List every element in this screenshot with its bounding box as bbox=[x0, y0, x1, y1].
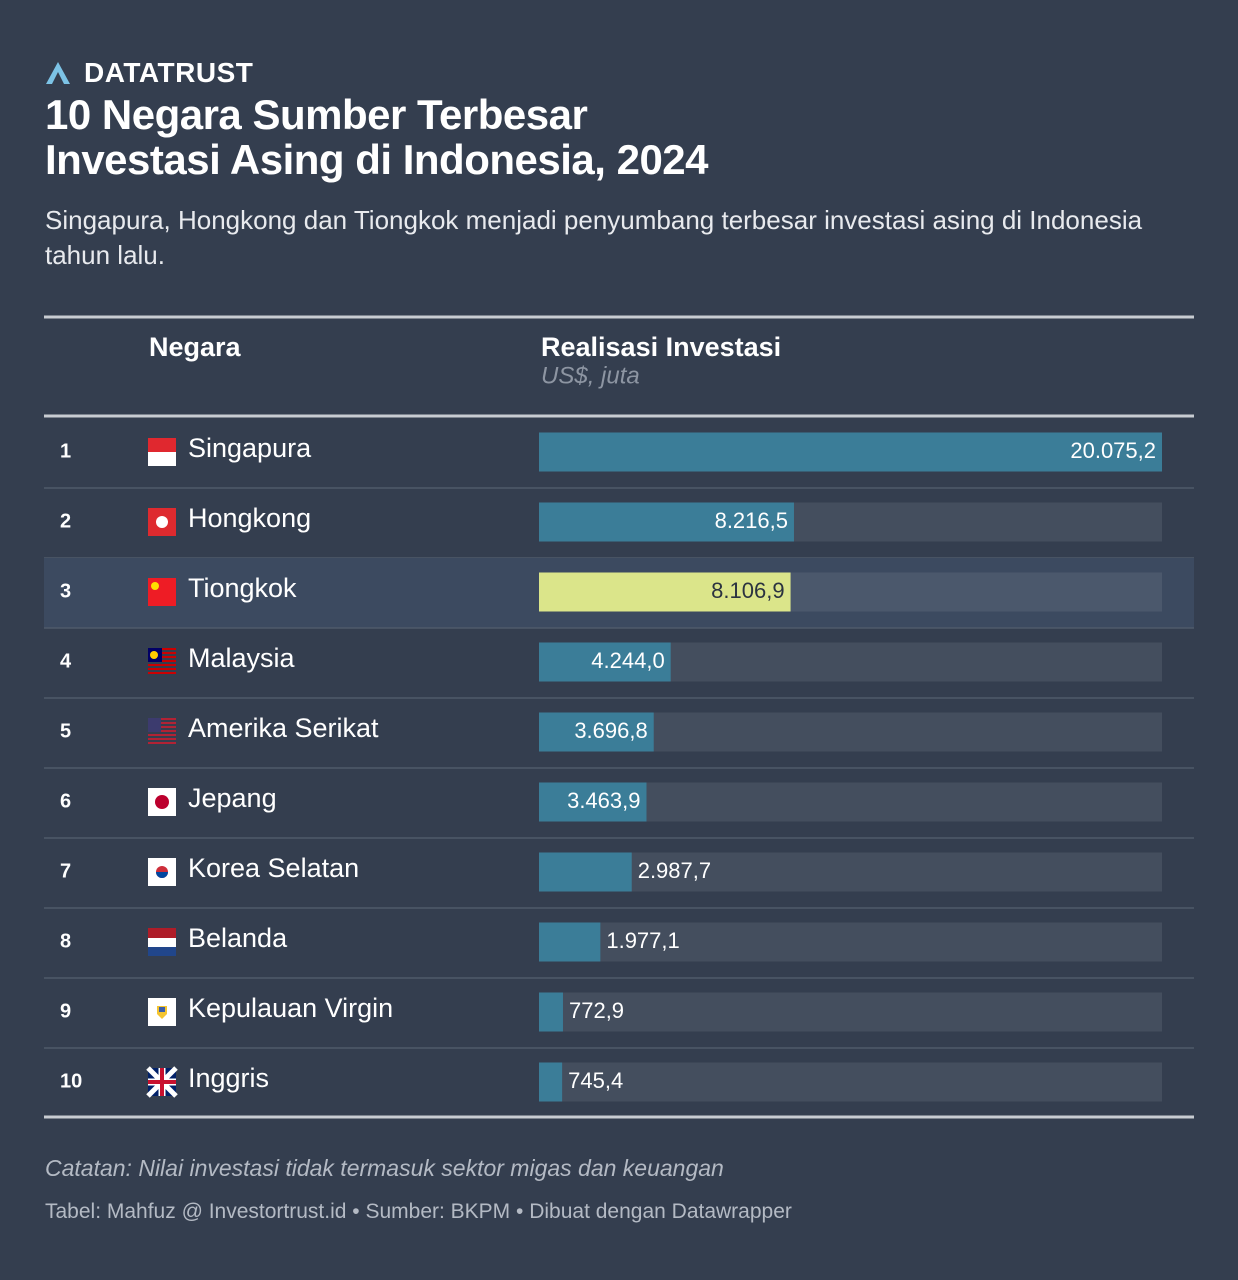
flag bbox=[148, 578, 176, 606]
column-header: Negara bbox=[149, 332, 242, 362]
chart-title: 10 Negara Sumber Terbesar Investasi Asin… bbox=[45, 91, 709, 183]
category-label: Hongkong bbox=[188, 503, 311, 533]
flag bbox=[148, 730, 176, 732]
bar bbox=[539, 922, 601, 962]
value-label: 772,9 bbox=[569, 998, 624, 1023]
bar bbox=[539, 1062, 563, 1102]
rank: 6 bbox=[60, 790, 71, 812]
flag bbox=[156, 516, 168, 528]
rank: 10 bbox=[60, 1070, 82, 1092]
bar bbox=[539, 572, 791, 612]
flag bbox=[148, 648, 176, 674]
value-label: 8.106,9 bbox=[711, 578, 784, 603]
flag bbox=[146, 1066, 178, 1098]
flag bbox=[148, 928, 176, 938]
bar bbox=[539, 782, 647, 822]
category-label: Tiongkok bbox=[188, 573, 297, 603]
flag bbox=[148, 664, 176, 666]
flag bbox=[148, 947, 176, 956]
flag bbox=[148, 734, 176, 736]
bar bbox=[539, 992, 563, 1032]
bar-track bbox=[539, 922, 1162, 962]
category-label: Korea Selatan bbox=[188, 853, 359, 883]
category-label: Amerika Serikat bbox=[188, 713, 379, 743]
bar bbox=[539, 432, 1162, 472]
category-label: Malaysia bbox=[188, 643, 296, 673]
flag bbox=[159, 1007, 165, 1012]
rank: 2 bbox=[60, 510, 71, 532]
flag bbox=[148, 718, 176, 744]
rank: 9 bbox=[60, 1000, 71, 1022]
flag bbox=[148, 726, 176, 728]
flag bbox=[150, 651, 158, 659]
rank: 5 bbox=[60, 720, 71, 742]
column-header: Realisasi Investasi bbox=[541, 332, 781, 362]
category-label: Belanda bbox=[188, 923, 288, 953]
subtitle: Singapura, Hongkong dan Tiongkok menjadi… bbox=[45, 205, 1143, 270]
brand: DATATRUST bbox=[84, 57, 254, 88]
category-label: Inggris bbox=[188, 1063, 269, 1093]
value-label: 20.075,2 bbox=[1070, 438, 1156, 463]
flag bbox=[148, 1068, 176, 1096]
rank: 8 bbox=[60, 930, 71, 952]
note: Catatan: Nilai investasi tidak termasuk … bbox=[45, 1155, 724, 1181]
flag bbox=[148, 438, 176, 466]
flag bbox=[148, 858, 176, 886]
bar-track bbox=[539, 1062, 1162, 1102]
flag bbox=[148, 578, 176, 606]
source: Tabel: Mahfuz @ Investortrust.id • Sumbe… bbox=[45, 1200, 792, 1223]
rank: 4 bbox=[60, 650, 72, 672]
bar bbox=[539, 502, 794, 542]
flag bbox=[148, 742, 176, 744]
flag bbox=[148, 668, 176, 670]
value-label: 8.216,5 bbox=[715, 508, 788, 533]
flag bbox=[148, 722, 176, 724]
rank: 7 bbox=[60, 860, 71, 882]
flag bbox=[148, 998, 176, 1026]
category-label: Kepulauan Virgin bbox=[188, 993, 393, 1023]
bar bbox=[539, 712, 654, 752]
flag bbox=[148, 938, 176, 947]
value-unit: US$, juta bbox=[541, 362, 640, 389]
value-label: 745,4 bbox=[568, 1068, 623, 1093]
value-label: 3.463,9 bbox=[567, 788, 640, 813]
flag bbox=[151, 582, 159, 590]
bar-track bbox=[539, 852, 1162, 892]
flag bbox=[148, 788, 176, 816]
value-label: 3.696,8 bbox=[574, 718, 647, 743]
bar-track bbox=[539, 992, 1162, 1032]
category-label: Jepang bbox=[188, 783, 277, 813]
flag bbox=[148, 508, 176, 536]
category-label: Singapura bbox=[188, 433, 312, 463]
rows: 1 Singapura 20.075,2 2 Hongkong 8.216,5 3 Tiong… bbox=[44, 432, 1194, 1102]
flag bbox=[155, 795, 169, 809]
flag bbox=[148, 672, 176, 674]
brand-logo bbox=[46, 62, 70, 84]
rank: 1 bbox=[60, 440, 71, 462]
rank: 3 bbox=[60, 580, 71, 602]
value-label: 1.977,1 bbox=[606, 928, 679, 953]
flag bbox=[148, 452, 176, 466]
flag bbox=[148, 928, 176, 956]
bar bbox=[539, 642, 671, 682]
flag bbox=[148, 718, 176, 720]
value-label: 4.244,0 bbox=[591, 648, 664, 673]
flag bbox=[156, 872, 168, 878]
flag bbox=[148, 738, 176, 740]
flag bbox=[148, 718, 161, 732]
bar bbox=[539, 852, 632, 892]
value-label: 2.987,7 bbox=[638, 858, 711, 883]
flag bbox=[148, 438, 176, 452]
